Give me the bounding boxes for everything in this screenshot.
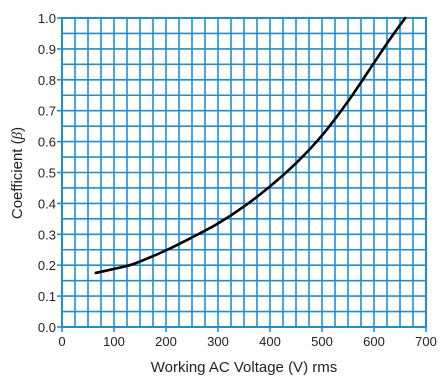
x-tick-label: 500 (311, 334, 333, 349)
y-tick-label: 0.9 (38, 42, 56, 57)
x-tick-label: 200 (155, 334, 177, 349)
x-tick-label: 700 (415, 334, 437, 349)
y-tick-label: 0.4 (38, 196, 56, 211)
x-tick-label: 300 (207, 334, 229, 349)
y-tick-label: 0.2 (38, 258, 56, 273)
x-tick-label: 0 (58, 334, 65, 349)
y-axis-title-symbol: β (10, 131, 26, 140)
y-tick-label: 0.0 (38, 320, 56, 335)
chart-grid (61, 17, 427, 328)
y-tick-label: 1.0 (38, 11, 56, 26)
y-axis-title: Coefficient (β) (9, 127, 26, 219)
y-tick-label: 0.8 (38, 73, 56, 88)
chart-series (94, 16, 407, 275)
x-axis-title: Working AC Voltage (V) rms (151, 359, 337, 376)
y-tick-label: 0.7 (38, 104, 56, 119)
y-axis-title-close: ) (9, 127, 26, 132)
coefficient-curve (94, 16, 407, 275)
chart-tick-labels: 0 100 200 300 400 500 600 700 0.0 0.1 0.2 0.3 0.4 0.5… (38, 11, 437, 349)
y-tick-label: 0.1 (38, 289, 56, 304)
y-tick-label: 0.3 (38, 227, 56, 242)
y-tick-label: 0.6 (38, 135, 56, 150)
x-tick-label: 600 (363, 334, 385, 349)
x-tick-label: 100 (103, 334, 125, 349)
y-tick-label: 0.5 (38, 166, 56, 181)
x-tick-label: 400 (259, 334, 281, 349)
y-axis-title-text: Coefficient ( (9, 139, 26, 219)
